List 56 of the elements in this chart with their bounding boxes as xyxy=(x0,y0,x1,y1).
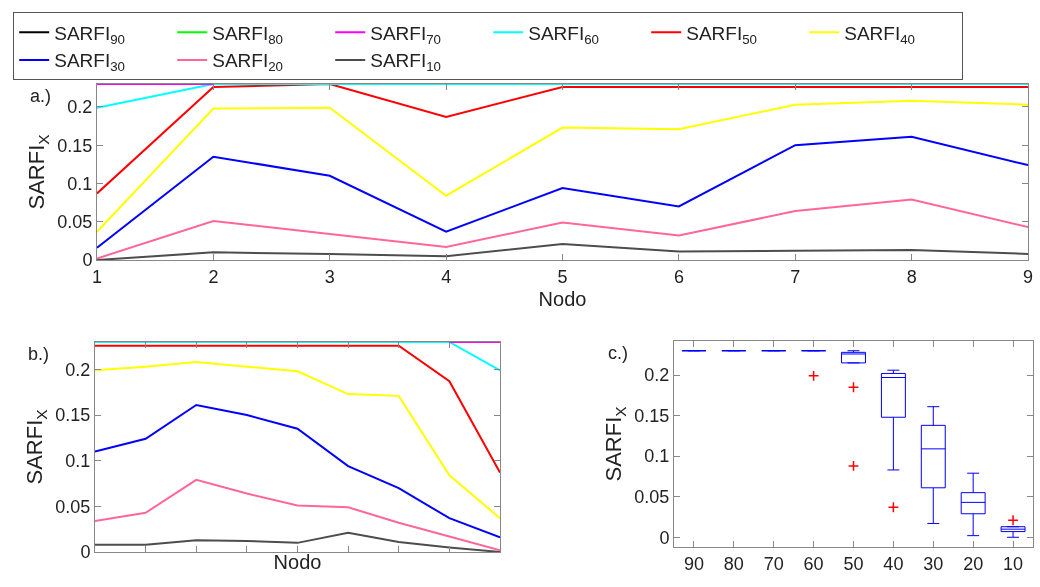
x-tick-label: 60 xyxy=(803,553,824,574)
y-tick-label: 0 xyxy=(659,527,670,548)
x-tick-label: 6 xyxy=(673,266,684,287)
legend-label: SARFI$_{50}$ xyxy=(686,22,757,47)
x-tick-label: 2 xyxy=(208,266,219,287)
legend-label: SARFI$_{30}$ xyxy=(54,50,125,75)
legend-label: SARFI$_{10}$ xyxy=(370,50,441,75)
x-tick-label: 10 xyxy=(1003,553,1024,574)
y-tick-label: 0.15 xyxy=(55,405,91,426)
line-series xyxy=(97,99,1028,233)
y-tick-label: 0.2 xyxy=(644,365,670,386)
x-tick-label: 20 xyxy=(963,553,984,574)
y-tick-label: 0.05 xyxy=(57,212,93,233)
line-series xyxy=(97,84,1028,195)
y-tick-label: 0.15 xyxy=(634,405,670,426)
y-tick-label: 0.1 xyxy=(65,451,91,471)
legend-label: SARFI$_{60}$ xyxy=(528,22,599,47)
y-tick-label: 0.05 xyxy=(634,487,670,508)
legend-label: SARFI$_{80}$ xyxy=(212,22,283,47)
line-series xyxy=(97,198,1028,260)
line-series xyxy=(95,478,500,552)
y-tick-label: 0.05 xyxy=(55,496,91,517)
x-tick-label: 3 xyxy=(324,266,335,287)
x-tick-label: 4 xyxy=(441,266,452,287)
line-series xyxy=(95,404,500,539)
x-tick-label: 70 xyxy=(763,553,784,574)
x-tick-label: 80 xyxy=(723,553,744,574)
x-tick-label: 9 xyxy=(1022,266,1034,287)
y-tick-label: 0.2 xyxy=(67,97,93,118)
x-tick-label: 40 xyxy=(883,553,904,574)
x-axis-title: Nodo xyxy=(538,288,587,311)
y-tick-label: 0 xyxy=(80,542,91,563)
legend-label: SARFI$_{70}$ xyxy=(370,22,441,47)
x-tick-label: 30 xyxy=(923,553,944,574)
y-tick-label: 0.1 xyxy=(67,173,93,194)
line-series xyxy=(97,242,1028,260)
x-tick-label: 7 xyxy=(790,266,801,287)
line-series xyxy=(97,135,1028,249)
line-series xyxy=(95,531,500,552)
x-axis-title: Nodo xyxy=(273,550,322,573)
legend-label: SARFI$_{90}$ xyxy=(54,22,125,47)
x-tick-label: 1 xyxy=(91,266,103,287)
legend-label: SARFI$_{40}$ xyxy=(844,22,915,47)
y-tick-label: 0.15 xyxy=(57,135,93,156)
text: a.) xyxy=(30,86,52,106)
x-tick-label: 8 xyxy=(906,266,917,287)
x-tick-label: 5 xyxy=(557,266,568,287)
legend-label: SARFI$_{20}$ xyxy=(212,50,283,75)
y-tick-label: 0.1 xyxy=(644,446,670,467)
y-tick-label: 0.2 xyxy=(65,359,91,380)
line-series xyxy=(95,361,500,520)
text: b.) xyxy=(28,344,50,364)
text: c.) xyxy=(608,343,628,363)
x-tick-label: 90 xyxy=(683,553,704,574)
x-tick-label: 50 xyxy=(843,553,864,574)
y-tick-label: 0 xyxy=(82,250,93,271)
